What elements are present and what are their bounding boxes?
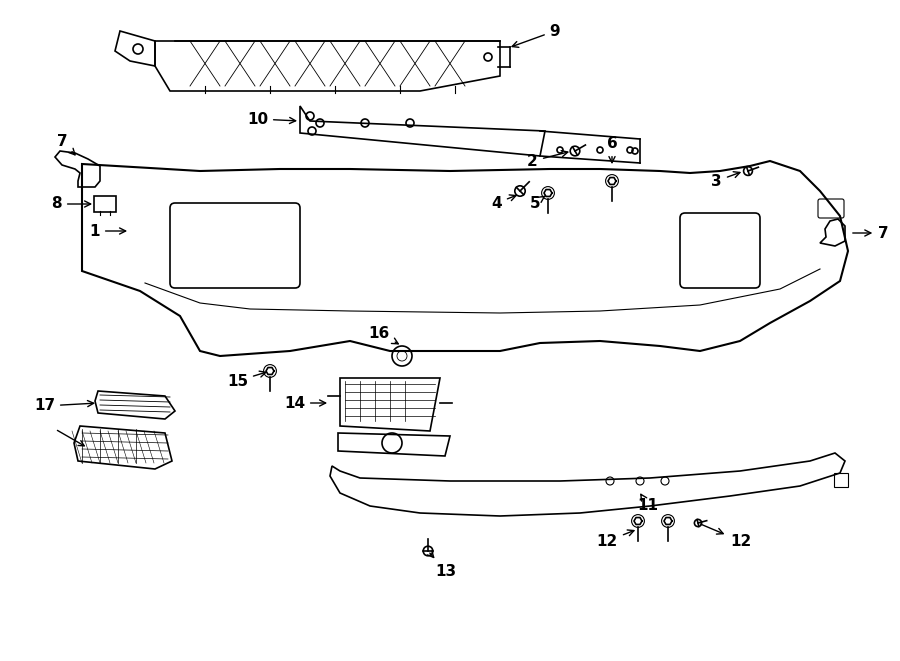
Text: 14: 14	[284, 395, 326, 410]
Text: 16: 16	[369, 325, 398, 344]
Text: 2: 2	[527, 151, 568, 169]
Text: 3: 3	[711, 172, 740, 188]
Text: 1: 1	[89, 223, 126, 239]
Text: 13: 13	[428, 551, 456, 578]
Text: 17: 17	[34, 399, 94, 414]
Text: 6: 6	[607, 136, 617, 163]
Text: 12: 12	[597, 530, 634, 549]
Text: 10: 10	[247, 112, 296, 126]
Text: 12: 12	[700, 524, 752, 549]
Text: 5: 5	[529, 196, 545, 210]
Text: 9: 9	[512, 24, 561, 48]
Text: 15: 15	[227, 371, 266, 389]
Text: 8: 8	[51, 196, 91, 212]
Text: 4: 4	[491, 195, 516, 210]
Text: 7: 7	[853, 225, 888, 241]
Text: 11: 11	[637, 494, 659, 513]
Text: 7: 7	[57, 134, 75, 155]
